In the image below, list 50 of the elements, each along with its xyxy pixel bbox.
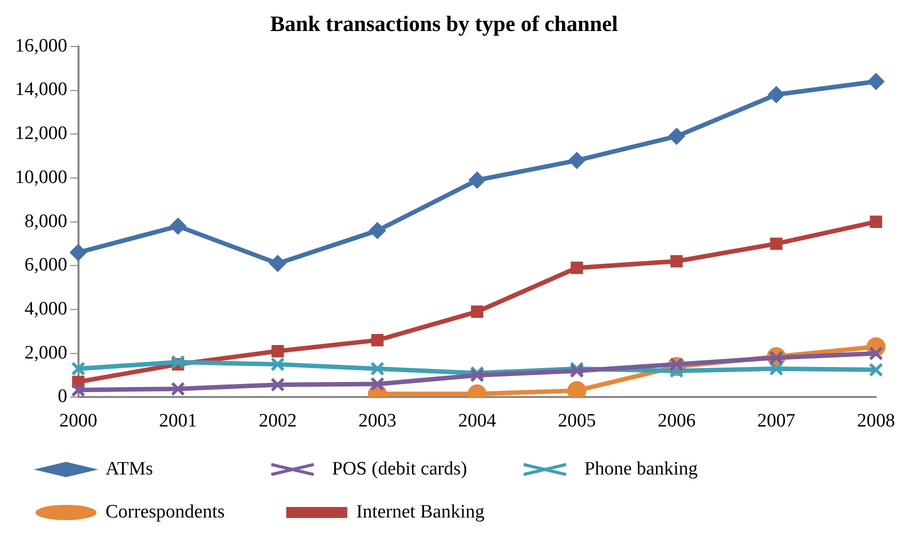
y-tick-label: 10,000 (15, 166, 68, 188)
point (169, 218, 186, 235)
point (272, 345, 284, 358)
x-tick-label: 2004 (458, 410, 497, 432)
chart-title: Bank transactions by type of channel (270, 10, 618, 36)
point (71, 362, 86, 376)
point (668, 128, 686, 145)
x-tick-label: 2007 (757, 410, 796, 432)
legend-label: Phone banking (584, 458, 741, 480)
point (371, 334, 384, 346)
point (868, 72, 884, 90)
point (368, 222, 386, 240)
y-tick-label: 2,000 (24, 342, 68, 364)
x-tick-label: 2002 (258, 410, 297, 432)
point (570, 262, 583, 274)
y-tick-label: 4,000 (24, 298, 68, 320)
legend-label: Correspondents (106, 501, 263, 522)
point (270, 357, 285, 372)
y-tick-label: 0 (58, 386, 68, 408)
x-tick-label: 2001 (158, 410, 197, 432)
point (768, 86, 785, 104)
y-tick-label: 6,000 (24, 254, 68, 276)
y-tick-label: 14,000 (15, 79, 68, 100)
y-tick-label: 16,000 (15, 35, 68, 56)
point (568, 152, 586, 169)
point (870, 216, 882, 228)
y-tick-label: 12,000 (15, 123, 68, 144)
legend-label: ATMs (106, 458, 239, 480)
x-tick-label: 2006 (658, 410, 696, 432)
point (770, 238, 782, 250)
point (270, 378, 285, 392)
point (570, 364, 584, 378)
point (370, 362, 385, 376)
point (470, 306, 484, 318)
legend-label: Internet Banking (356, 501, 513, 522)
point (70, 244, 87, 261)
point (370, 376, 385, 392)
point (868, 362, 884, 377)
x-tick-label: 2005 (558, 410, 596, 432)
y-tick-label: 8,000 (24, 210, 68, 232)
x-tick-label: 2008 (857, 410, 895, 432)
x-tick-label: 2000 (59, 410, 98, 432)
point (468, 172, 486, 189)
x-tick-label: 2003 (358, 410, 396, 432)
point (269, 254, 286, 272)
point (170, 354, 186, 370)
legend-label: POS (debit cards) (332, 458, 491, 480)
point (670, 255, 683, 268)
point (170, 382, 186, 396)
point (71, 382, 86, 398)
